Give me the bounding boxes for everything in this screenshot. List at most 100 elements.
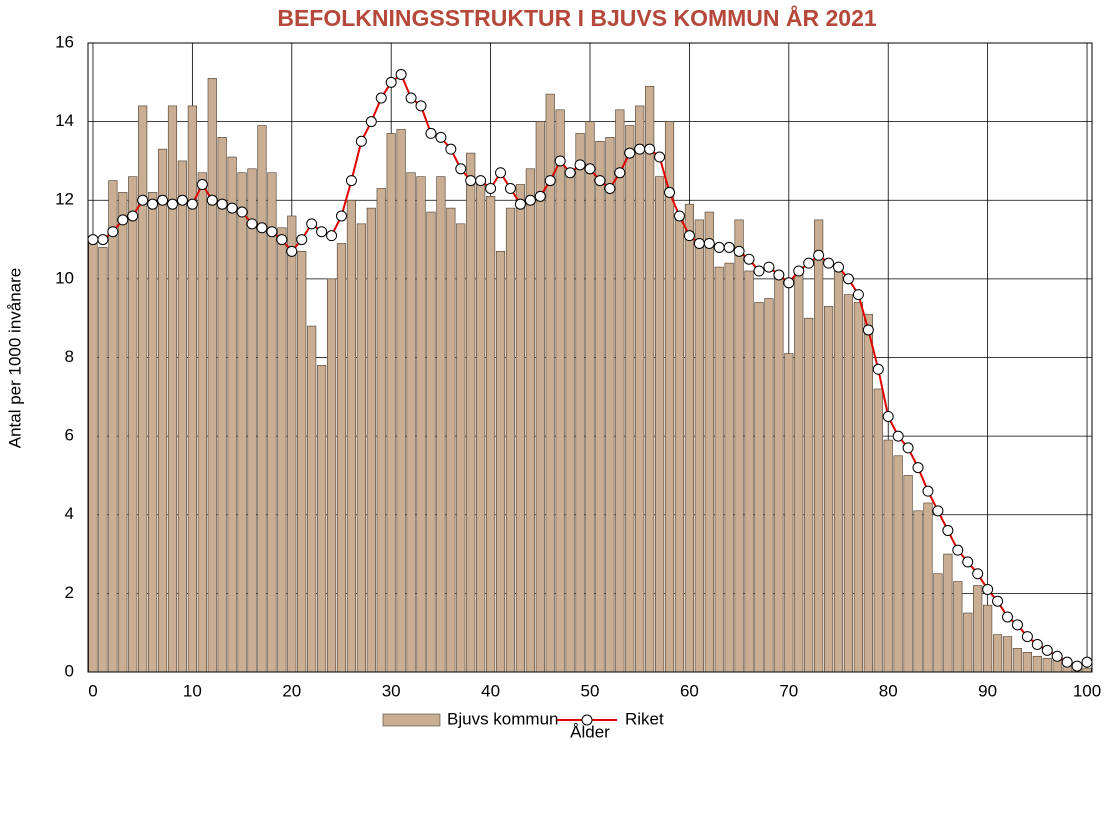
line-marker bbox=[962, 556, 974, 568]
bar bbox=[575, 133, 585, 673]
line-marker bbox=[574, 159, 586, 171]
bar bbox=[247, 168, 257, 673]
line-marker bbox=[166, 198, 178, 210]
bar bbox=[853, 302, 863, 673]
bar bbox=[744, 270, 754, 673]
bar bbox=[406, 172, 416, 673]
line-marker bbox=[1061, 656, 1073, 668]
y-tick-label: 6 bbox=[65, 426, 74, 445]
bar bbox=[336, 243, 347, 673]
bar bbox=[138, 105, 148, 673]
line-marker bbox=[87, 234, 99, 246]
line-marker bbox=[1071, 660, 1083, 672]
line-marker bbox=[644, 143, 656, 155]
line-marker bbox=[425, 127, 437, 139]
bar bbox=[605, 137, 615, 673]
bar bbox=[863, 313, 873, 673]
line-marker bbox=[763, 261, 775, 273]
bar bbox=[227, 156, 237, 673]
y-tick-label: 12 bbox=[55, 190, 74, 209]
line-marker bbox=[306, 218, 318, 230]
line-marker bbox=[683, 230, 695, 242]
bar bbox=[933, 573, 943, 673]
bar bbox=[814, 219, 824, 673]
bar bbox=[426, 211, 436, 673]
bar bbox=[923, 502, 933, 673]
legend-swatch bbox=[382, 713, 441, 727]
line-marker bbox=[952, 544, 964, 556]
bar bbox=[565, 168, 575, 673]
line-marker bbox=[475, 175, 487, 187]
bar bbox=[664, 121, 675, 673]
line-marker bbox=[236, 206, 248, 218]
line-marker bbox=[226, 202, 238, 214]
y-tick-label: 8 bbox=[65, 347, 74, 366]
line-marker bbox=[743, 253, 755, 265]
line-marker bbox=[614, 167, 626, 179]
line-marker bbox=[872, 363, 884, 375]
bar bbox=[476, 180, 486, 673]
line-marker bbox=[296, 234, 308, 246]
line-marker bbox=[465, 175, 477, 187]
line-marker bbox=[147, 198, 159, 210]
line-marker bbox=[266, 226, 278, 238]
line-marker bbox=[276, 234, 288, 246]
bar bbox=[317, 365, 327, 673]
line-marker bbox=[554, 155, 566, 167]
bar bbox=[187, 105, 197, 673]
x-axis-label: Ålder bbox=[570, 722, 610, 741]
y-tick-label: 16 bbox=[55, 32, 74, 51]
bar bbox=[1012, 648, 1023, 673]
line-marker bbox=[524, 194, 536, 206]
bar bbox=[1022, 652, 1032, 673]
bar bbox=[883, 439, 893, 673]
line-marker bbox=[723, 241, 735, 253]
bar bbox=[376, 188, 386, 673]
bar bbox=[257, 125, 267, 673]
line-marker bbox=[534, 190, 546, 202]
line-marker bbox=[445, 143, 457, 155]
bar bbox=[466, 152, 476, 673]
x-tick-label: 80 bbox=[879, 681, 898, 700]
x-tick-label: 70 bbox=[779, 681, 798, 700]
bar bbox=[1042, 657, 1052, 673]
line-marker bbox=[316, 226, 328, 238]
line-marker bbox=[117, 214, 129, 226]
line-marker bbox=[1031, 638, 1043, 650]
line-marker bbox=[485, 182, 497, 194]
y-tick-label: 0 bbox=[65, 661, 74, 680]
bar bbox=[148, 192, 158, 673]
line-marker bbox=[882, 410, 894, 422]
line-marker bbox=[196, 179, 208, 191]
line-marker bbox=[564, 167, 576, 179]
line-marker bbox=[435, 131, 447, 143]
line-marker bbox=[753, 265, 765, 277]
bar bbox=[774, 274, 784, 673]
bar bbox=[1052, 659, 1062, 673]
y-tick-label: 14 bbox=[55, 111, 74, 130]
plot-border bbox=[87, 42, 1093, 673]
line-marker bbox=[664, 186, 676, 198]
line-marker bbox=[206, 194, 218, 206]
line-marker bbox=[1051, 650, 1063, 662]
bar bbox=[535, 121, 545, 673]
bar bbox=[505, 207, 516, 673]
line-marker bbox=[852, 289, 864, 301]
line-marker bbox=[842, 273, 854, 285]
line-marker bbox=[1081, 656, 1093, 668]
bar bbox=[893, 455, 903, 673]
bar bbox=[684, 203, 694, 673]
line-marker bbox=[544, 175, 556, 187]
bar bbox=[277, 227, 287, 673]
y-tick-label: 2 bbox=[65, 583, 74, 602]
line-marker bbox=[137, 194, 149, 206]
bar bbox=[267, 172, 277, 673]
line-marker bbox=[803, 257, 815, 269]
line-marker bbox=[783, 277, 795, 289]
bar bbox=[1032, 655, 1042, 673]
bar bbox=[903, 475, 913, 673]
bar bbox=[833, 270, 844, 673]
bar bbox=[1002, 636, 1013, 673]
line-marker bbox=[97, 234, 109, 246]
